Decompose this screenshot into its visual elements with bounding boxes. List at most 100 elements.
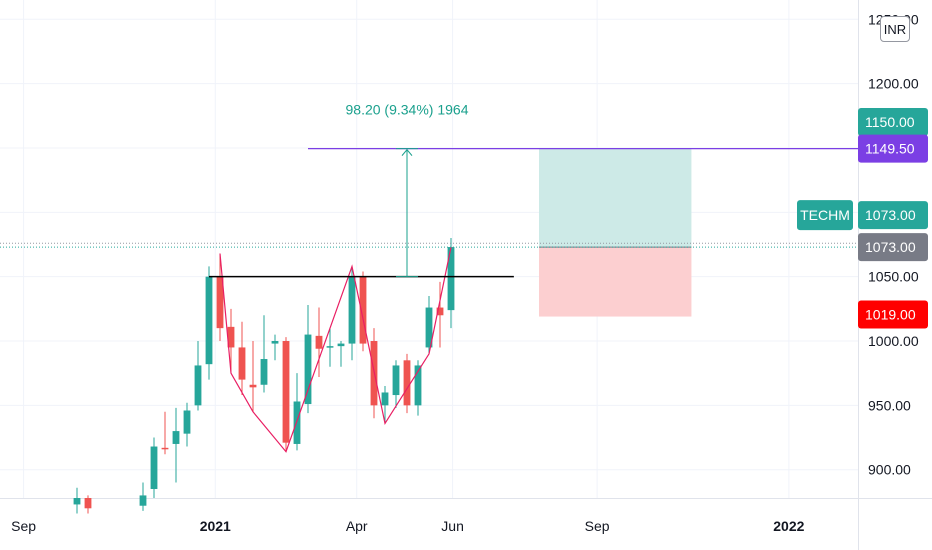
candle-body (436, 307, 444, 316)
candle-body (84, 498, 92, 509)
x-tick-label: 2021 (200, 518, 231, 534)
candle-body (282, 341, 290, 443)
candle-body (249, 384, 257, 388)
candle (414, 360, 422, 416)
candle-body (392, 365, 400, 396)
candle-body (414, 365, 422, 406)
candle-body (315, 335, 323, 349)
candle-body (260, 359, 268, 385)
measure-arrow-head (401, 148, 413, 156)
candle (216, 253, 224, 342)
candle (436, 281, 444, 348)
candle-body (227, 326, 235, 348)
pattern-line (219, 246, 452, 453)
candle (205, 266, 213, 380)
candle-body (326, 346, 334, 348)
candle (150, 437, 158, 498)
y-tick-label: 1050.00 (868, 269, 919, 285)
candles (73, 238, 455, 514)
stop-badge: 1019.00 (858, 300, 928, 329)
candle-body (205, 276, 213, 365)
candle (315, 307, 323, 378)
candle-body (150, 446, 158, 489)
time-axis[interactable]: Sep 2021 Apr Jun Sep 2022 (11, 518, 805, 534)
candle (282, 337, 290, 452)
entry-badge: 1073.00 (858, 233, 928, 262)
candle-body (359, 276, 367, 344)
candle-body (238, 347, 246, 380)
candle (172, 407, 180, 483)
last-price-badge-value: 1073.00 (865, 207, 916, 223)
candle (359, 271, 367, 352)
candle-body (293, 401, 301, 444)
candle-body (304, 334, 312, 405)
y-tick-label: 1000.00 (868, 333, 919, 349)
last-price-badge-symbol-bg (797, 200, 853, 231)
target-badge: 1149.50 (858, 134, 928, 163)
last-price-badge-symbol: TECHM (800, 207, 850, 223)
candle-body (403, 360, 411, 406)
candle (425, 295, 433, 354)
candle-body (139, 495, 147, 506)
candle (337, 341, 345, 367)
candle (447, 238, 455, 329)
candle (227, 308, 235, 374)
candle-body (194, 365, 202, 406)
currency-button[interactable]: INR (880, 16, 910, 42)
position-zones (539, 148, 692, 317)
candle (392, 360, 400, 408)
candle-body (216, 276, 224, 329)
candle (260, 315, 268, 393)
drawings: 98.20 (9.34%) 1964 (0, 102, 858, 453)
measurement-label: 98.20 (9.34%) 1964 (346, 102, 469, 118)
candle (304, 304, 312, 414)
candle-body (447, 247, 455, 311)
target-left-badge-bg (858, 107, 928, 136)
target-badge-value: 1149.50 (865, 141, 915, 157)
x-tick-label: Apr (346, 518, 368, 534)
last-price-badge-bg (858, 201, 928, 230)
entry-badge-bg (858, 233, 928, 262)
candle (403, 353, 411, 414)
entry-badge-value: 1073.00 (865, 239, 916, 255)
candle (238, 321, 246, 396)
candle-body (337, 343, 345, 347)
x-tick-label: Jun (441, 518, 464, 534)
loss-zone (539, 247, 692, 317)
candle-body (348, 276, 356, 344)
candle (381, 386, 389, 424)
profit-zone (539, 148, 692, 248)
candle (139, 482, 147, 511)
candle (293, 373, 301, 451)
target-left-badge: 1150.00 (858, 107, 928, 136)
candle (326, 328, 334, 367)
candle-body (271, 341, 279, 344)
candle-body (172, 431, 180, 444)
candle-body (183, 410, 191, 434)
last-price-badge: TECHM 1073.00 (797, 200, 928, 231)
candle (73, 487, 81, 514)
candle (249, 341, 257, 412)
candle-body (73, 498, 81, 505)
candle (84, 495, 92, 514)
target-left-badge-value: 1150.00 (865, 114, 915, 130)
candle (271, 334, 279, 361)
price-badges: 1150.00 1149.50 TECHM 1073.00 1073.00 1019.00 (797, 107, 928, 329)
x-tick-label: 2022 (773, 518, 804, 534)
y-tick-label: 1200.00 (868, 76, 919, 92)
candle-body (425, 307, 433, 348)
x-tick-label: Sep (585, 518, 610, 534)
candle (348, 266, 356, 361)
y-tick-label: 900.00 (868, 462, 911, 478)
x-tick-label: Sep (11, 518, 36, 534)
candle (161, 411, 169, 455)
candle (194, 341, 202, 411)
candle-body (161, 447, 169, 450)
candle-body (381, 392, 389, 406)
y-tick-label: 950.00 (868, 397, 911, 413)
target-badge-bg (858, 134, 928, 163)
candle (183, 402, 191, 447)
stop-badge-bg (858, 300, 928, 329)
